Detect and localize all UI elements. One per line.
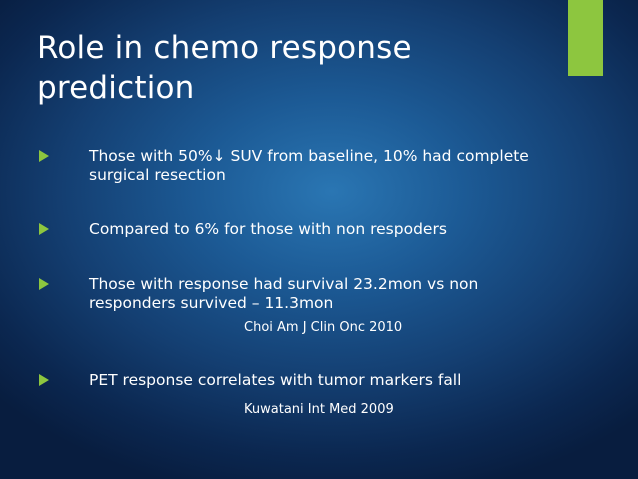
citation-choi: Choi Am J Clin Onc 2010: [244, 320, 403, 335]
bullet-text: Compared to 6% for those with non respod…: [89, 220, 447, 238]
green-triangle-arrow-icon: [39, 278, 49, 290]
slide-title: Role in chemo response prediction: [37, 30, 412, 106]
bullet-text: Those with 50%↓ SUV from baseline, 10% h…: [89, 147, 529, 184]
bullet-item-3: Those with response had survival 23.2mon…: [39, 275, 537, 313]
bullet-text: Those with response had survival 23.2mon…: [89, 275, 479, 312]
green-triangle-arrow-icon: [39, 150, 49, 162]
citation-kuwatani: Kuwatani Int Med 2009: [244, 402, 394, 417]
green-accent-bar: [568, 0, 603, 76]
green-triangle-arrow-icon: [39, 374, 49, 386]
bullet-item-2: Compared to 6% for those with non respod…: [39, 220, 537, 239]
bullet-text: PET response correlates with tumor marke…: [89, 371, 462, 389]
bullet-item-4: PET response correlates with tumor marke…: [39, 371, 537, 390]
bullet-item-1: Those with 50%↓ SUV from baseline, 10% h…: [39, 147, 537, 185]
green-triangle-arrow-icon: [39, 223, 49, 235]
